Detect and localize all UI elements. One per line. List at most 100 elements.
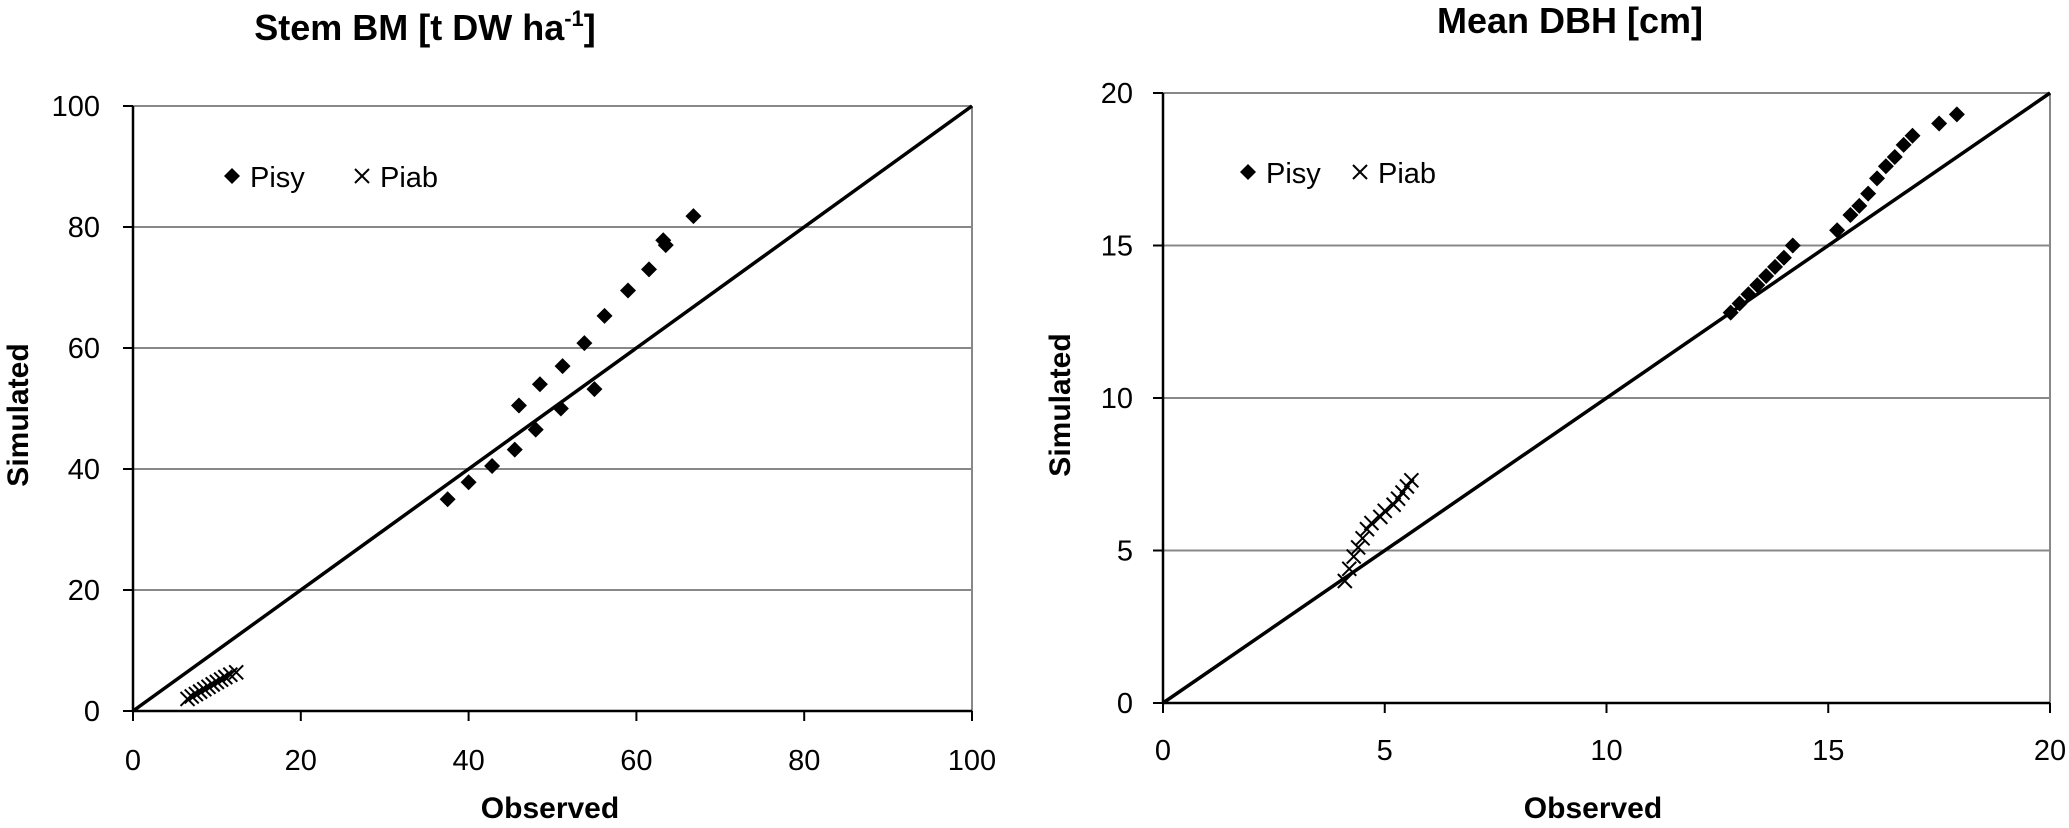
chart-mean-dbh: Mean DBH [cm] 0 5 10 15 20 0 5 10 15 20 Pisy Piab O… — [1044, 0, 2066, 825]
data-point — [1749, 277, 1766, 294]
data-point — [1337, 573, 1353, 589]
y-tick-label: 5 — [1117, 536, 1133, 568]
legend-label: Piab — [1378, 158, 1436, 190]
x-tick-label: 0 — [1155, 735, 1171, 767]
plot-area: 0 5 10 15 20 0 5 10 15 20 Pisy Piab — [1101, 78, 2066, 767]
data-point — [1377, 503, 1393, 519]
x-tick-label: 5 — [1377, 735, 1393, 767]
y-tick-label: 0 — [84, 696, 100, 728]
legend: Pisy Piab — [1240, 158, 1436, 190]
x-axis-title: Observed — [1524, 792, 1662, 825]
data-point — [1731, 295, 1748, 312]
data-point — [1775, 249, 1792, 266]
data-point — [179, 691, 196, 707]
chart-stem-bm: Stem BM [t DW ha-1] 0 20 40 60 80 100 0 20 40 60 8… — [2, 6, 996, 825]
y-tick-label: 10 — [1101, 383, 1133, 415]
data-point — [1740, 286, 1757, 303]
y-tick-label: 15 — [1101, 231, 1133, 263]
data-point — [510, 397, 527, 414]
data-point — [685, 208, 702, 225]
data-point — [200, 679, 217, 695]
y-tick-label: 80 — [68, 212, 100, 244]
data-point — [1886, 149, 1903, 166]
data-point — [1829, 222, 1846, 239]
data-point — [1345, 548, 1362, 565]
series-pisy — [439, 208, 702, 508]
y-tick-label: 20 — [1101, 78, 1133, 110]
y-tick-label: 100 — [52, 91, 100, 123]
data-point — [184, 688, 200, 705]
data-point — [1350, 539, 1366, 556]
data-point — [531, 376, 548, 393]
x-tick-label: 20 — [2034, 735, 2066, 767]
series-piab — [1337, 472, 1420, 589]
data-point — [1403, 472, 1420, 489]
data-point — [576, 335, 593, 352]
series-pisy — [1722, 106, 1965, 321]
data-point — [506, 441, 523, 458]
data-point — [224, 168, 240, 184]
legend-label: Piab — [380, 162, 438, 194]
data-point — [1767, 258, 1784, 275]
data-point — [1341, 561, 1357, 577]
data-point — [188, 686, 204, 702]
data-point — [1877, 158, 1894, 175]
chart-title: Stem BM [t DW ha-1] — [254, 6, 596, 48]
data-point — [655, 232, 672, 249]
data-point — [620, 282, 637, 299]
data-point — [1352, 164, 1368, 180]
data-point — [1948, 106, 1965, 123]
legend-label: Pisy — [250, 162, 305, 194]
data-point — [354, 168, 370, 184]
reference-line — [1162, 91, 2051, 705]
data-point — [1240, 164, 1256, 180]
x-tick-label: 20 — [285, 745, 317, 777]
y-tick-label: 20 — [68, 575, 100, 607]
data-point — [1758, 268, 1775, 284]
data-point — [527, 421, 544, 438]
data-point — [1842, 207, 1859, 223]
data-point — [586, 381, 603, 398]
legend-label: Pisy — [1266, 158, 1321, 190]
y-axis-title: Simulated — [2, 343, 35, 486]
reference-line — [131, 104, 974, 713]
x-axis-title: Observed — [481, 792, 619, 825]
data-point — [640, 261, 657, 278]
data-point — [1784, 237, 1801, 254]
x-tick-label: 40 — [452, 745, 484, 777]
data-point — [1851, 197, 1868, 214]
y-tick-label: 40 — [68, 454, 100, 486]
data-point — [1363, 515, 1380, 531]
y-tick-label: 0 — [1117, 688, 1133, 720]
legend: Pisy Piab — [224, 162, 438, 194]
x-tick-label: 60 — [620, 745, 652, 777]
data-point — [460, 474, 477, 491]
data-point — [439, 491, 456, 508]
data-point — [204, 676, 221, 693]
x-tick-label: 0 — [125, 745, 141, 777]
data-point — [596, 307, 613, 324]
x-tick-label: 80 — [788, 745, 820, 777]
data-point — [552, 400, 569, 417]
data-point — [554, 358, 571, 375]
data-point — [228, 664, 244, 680]
data-point — [213, 671, 229, 688]
data-point — [192, 683, 208, 700]
y-tick-label: 60 — [68, 333, 100, 365]
data-point — [217, 669, 233, 685]
data-point — [484, 457, 501, 474]
x-tick-label: 100 — [948, 745, 996, 777]
data-point — [1931, 115, 1948, 132]
data-point — [1869, 170, 1886, 187]
data-point — [1722, 304, 1739, 321]
data-point — [1860, 185, 1877, 202]
plot-area: 0 20 40 60 80 100 0 20 40 60 80 100 Pisy Piab — [52, 91, 997, 777]
data-point — [209, 674, 225, 690]
series-piab — [179, 664, 244, 707]
x-tick-label: 10 — [1590, 735, 1622, 767]
x-tick-label: 15 — [1812, 735, 1844, 767]
y-axis-title: Simulated — [1044, 333, 1077, 476]
data-point — [1895, 136, 1912, 153]
chart-title: Mean DBH [cm] — [1437, 0, 1703, 41]
